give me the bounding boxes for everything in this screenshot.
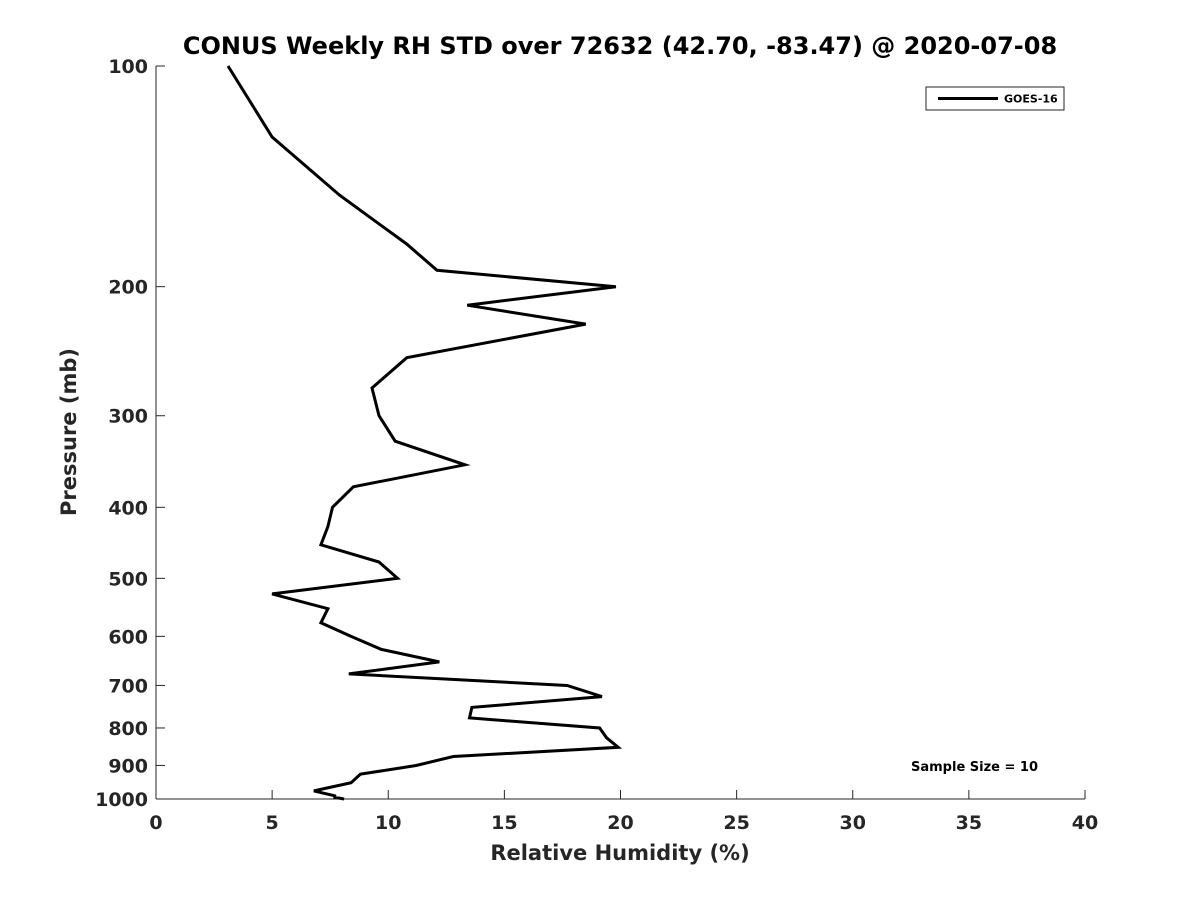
- series-line-goes-16: [226, 65, 623, 801]
- x-tick-label: 15: [491, 812, 517, 834]
- y-tick-label: 1000: [95, 789, 148, 811]
- x-tick-label: 40: [1072, 812, 1098, 834]
- x-tick-label: 20: [607, 812, 633, 834]
- x-tick-label: 25: [723, 812, 749, 834]
- legend-label: GOES-16: [1004, 93, 1058, 106]
- y-tick-label: 300: [108, 406, 148, 428]
- chart-title: CONUS Weekly RH STD over 72632 (42.70, -…: [183, 32, 1057, 60]
- plot-area: [156, 66, 1085, 799]
- y-tick-label: 100: [108, 56, 148, 78]
- legend: GOES-16: [925, 86, 1065, 111]
- y-ticks: 100 200 300 400 500 600 700 800 900 1000: [95, 56, 165, 811]
- y-axis-label: Pressure (mb): [57, 348, 81, 516]
- x-tick-label: 10: [375, 812, 401, 834]
- x-axis-label: Relative Humidity (%): [490, 841, 749, 865]
- sample-size-annotation: Sample Size = 10: [911, 760, 1038, 775]
- x-ticks: 0 5 10 15 20 25 30 35 40: [149, 790, 1098, 834]
- x-tick-label: 35: [956, 812, 982, 834]
- y-tick-label: 200: [108, 277, 148, 299]
- y-tick-label: 700: [108, 675, 148, 697]
- y-tick-label: 600: [108, 626, 148, 648]
- y-tick-label: 900: [108, 755, 148, 777]
- y-tick-label: 800: [108, 718, 148, 740]
- y-tick-label: 500: [108, 568, 148, 590]
- x-tick-label: 0: [149, 812, 162, 834]
- y-tick-label: 400: [108, 497, 148, 519]
- series-layer: [226, 65, 623, 801]
- x-tick-label: 5: [266, 812, 279, 834]
- x-tick-label: 30: [840, 812, 866, 834]
